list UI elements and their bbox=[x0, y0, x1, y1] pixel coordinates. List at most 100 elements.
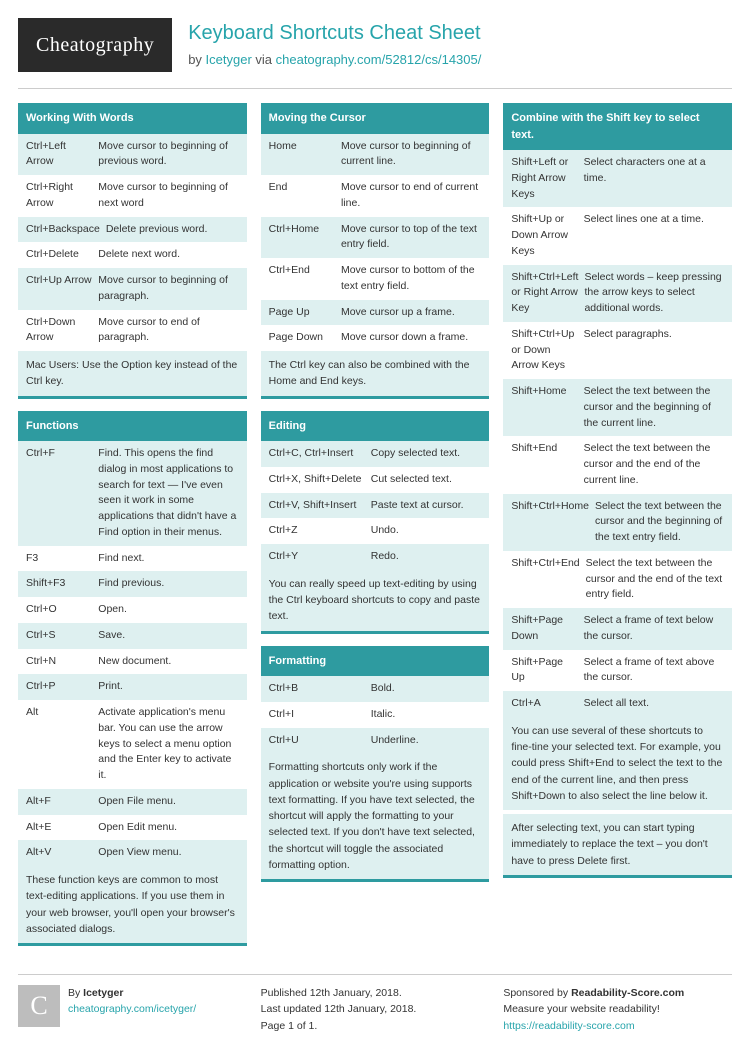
shortcut-key: Ctrl+U bbox=[269, 733, 371, 749]
shortcut-description: Move cursor to top of the text entry fie… bbox=[341, 222, 481, 254]
shortcut-description: Select the text between the cursor and t… bbox=[595, 499, 724, 546]
section-header: Editing bbox=[261, 411, 490, 442]
shortcut-description: Select words – keep pressing the arrow k… bbox=[584, 270, 724, 317]
shortcut-description: Move cursor to beginning of previous wor… bbox=[98, 139, 238, 171]
shortcut-key: Ctrl+O bbox=[26, 602, 98, 618]
shortcut-key: Ctrl+Delete bbox=[26, 247, 98, 263]
sponsor-link[interactable]: https://readability-score.com bbox=[503, 1020, 634, 1032]
table-row: Ctrl+ASelect all text. bbox=[503, 691, 732, 717]
author-profile-link[interactable]: cheatography.com/icetyger/ bbox=[68, 1003, 196, 1015]
sponsor-tagline: Measure your website readability! bbox=[503, 1001, 732, 1017]
table-row: Ctrl+Up ArrowMove cursor to beginning of… bbox=[18, 268, 247, 310]
shortcut-key: Page Up bbox=[269, 305, 341, 321]
section-formatting: Formatting Ctrl+BBold.Ctrl+IItalic.Ctrl+… bbox=[261, 646, 490, 883]
shortcut-key: Shift+Home bbox=[511, 384, 583, 431]
table-row: Shift+Page DownSelect a frame of text be… bbox=[503, 608, 732, 650]
table-row: Ctrl+BackspaceDelete previous word. bbox=[18, 217, 247, 243]
shortcut-key: Alt+E bbox=[26, 820, 98, 836]
shortcut-description: Bold. bbox=[371, 681, 482, 697]
table-row: Ctrl+Down ArrowMove cursor to end of par… bbox=[18, 310, 247, 352]
logo: Cheatography bbox=[18, 18, 172, 72]
section-header: Functions bbox=[18, 411, 247, 442]
shortcut-key: Ctrl+S bbox=[26, 628, 98, 644]
shortcut-key: Ctrl+X, Shift+Delete bbox=[269, 472, 371, 488]
shortcut-description: Delete previous word. bbox=[106, 222, 239, 238]
shortcut-key: Ctrl+Y bbox=[269, 549, 371, 565]
shortcut-description: Select the text between the cursor and t… bbox=[586, 556, 724, 603]
shortcut-key: Ctrl+A bbox=[511, 696, 583, 712]
shortcut-key: Ctrl+C, Ctrl+Insert bbox=[269, 446, 371, 462]
shortcut-key: Ctrl+I bbox=[269, 707, 371, 723]
sponsor-name: Readability-Score.com bbox=[571, 987, 684, 999]
author-link[interactable]: Icetyger bbox=[206, 52, 252, 67]
shortcut-description: Undo. bbox=[371, 523, 482, 539]
section-note: These function keys are common to most t… bbox=[18, 866, 247, 943]
shortcut-key: Ctrl+Z bbox=[269, 523, 371, 539]
table-row: Ctrl+Right ArrowMove cursor to beginning… bbox=[18, 175, 247, 217]
table-row: Alt+VOpen View menu. bbox=[18, 840, 247, 866]
shortcut-key: Shift+Ctrl+End bbox=[511, 556, 585, 603]
table-row: Ctrl+IItalic. bbox=[261, 702, 490, 728]
shortcut-description: Open File menu. bbox=[98, 794, 238, 810]
shortcut-key: Ctrl+F bbox=[26, 446, 98, 541]
shortcut-key: Ctrl+Backspace bbox=[26, 222, 106, 238]
table-row: F3Find next. bbox=[18, 546, 247, 572]
shortcut-key: Home bbox=[269, 139, 341, 171]
table-row: Ctrl+SSave. bbox=[18, 623, 247, 649]
shortcut-key: Ctrl+End bbox=[269, 263, 341, 295]
shortcut-description: Move cursor to beginning of paragraph. bbox=[98, 273, 238, 305]
source-url-link[interactable]: cheatography.com/52812/cs/14305/ bbox=[276, 52, 482, 67]
shortcut-description: Select lines one at a time. bbox=[584, 212, 724, 259]
table-row: Ctrl+NNew document. bbox=[18, 649, 247, 675]
by-label: By bbox=[68, 987, 83, 999]
table-row: Ctrl+ZUndo. bbox=[261, 518, 490, 544]
shortcut-key: Alt+V bbox=[26, 845, 98, 861]
shortcut-description: Save. bbox=[98, 628, 238, 644]
section-functions: Functions Ctrl+FFind. This opens the fin… bbox=[18, 411, 247, 947]
shortcut-description: Underline. bbox=[371, 733, 482, 749]
section-note: You can really speed up text-editing by … bbox=[261, 570, 490, 631]
shortcut-key: Ctrl+Down Arrow bbox=[26, 315, 98, 347]
shortcut-description: Find next. bbox=[98, 551, 238, 567]
sponsor-prefix: Sponsored by bbox=[503, 987, 571, 999]
shortcut-description: Select paragraphs. bbox=[584, 327, 724, 374]
shortcut-description: Select a frame of text below the cursor. bbox=[584, 613, 724, 645]
table-row: Ctrl+V, Shift+InsertPaste text at cursor… bbox=[261, 493, 490, 519]
table-row: Ctrl+C, Ctrl+InsertCopy selected text. bbox=[261, 441, 490, 467]
table-row: Shift+Up or Down Arrow KeysSelect lines … bbox=[503, 207, 732, 264]
table-row: Shift+Ctrl+Up or Down Arrow KeysSelect p… bbox=[503, 322, 732, 379]
byline: by Icetyger via cheatography.com/52812/c… bbox=[188, 50, 481, 70]
updated-date: Last updated 12th January, 2018. bbox=[261, 1001, 490, 1017]
section-note: Formatting shortcuts only work if the ap… bbox=[261, 753, 490, 879]
section-header: Moving the Cursor bbox=[261, 103, 490, 134]
footer-author: C By Icetyger cheatography.com/icetyger/ bbox=[18, 985, 247, 1034]
shortcut-key: Alt bbox=[26, 705, 98, 784]
footer-sponsor: Sponsored by Readability-Score.com Measu… bbox=[503, 985, 732, 1034]
shortcut-key: Shift+Ctrl+Left or Right Arrow Key bbox=[511, 270, 584, 317]
shortcut-key: Alt+F bbox=[26, 794, 98, 810]
via-text: via bbox=[252, 52, 276, 67]
table-row: Ctrl+Left ArrowMove cursor to beginning … bbox=[18, 134, 247, 176]
table-row: Shift+EndSelect the text between the cur… bbox=[503, 436, 732, 493]
table-row: Ctrl+DeleteDelete next word. bbox=[18, 242, 247, 268]
table-row: Shift+Ctrl+EndSelect the text between th… bbox=[503, 551, 732, 608]
footer-meta: Published 12th January, 2018. Last updat… bbox=[261, 985, 490, 1034]
shortcut-description: Open. bbox=[98, 602, 238, 618]
table-row: Page DownMove cursor down a frame. bbox=[261, 325, 490, 351]
shortcut-key: Ctrl+V, Shift+Insert bbox=[269, 498, 371, 514]
column-1: Working With Words Ctrl+Left ArrowMove c… bbox=[18, 103, 247, 958]
table-row: Ctrl+BBold. bbox=[261, 676, 490, 702]
table-row: EndMove cursor to end of current line. bbox=[261, 175, 490, 217]
table-row: Ctrl+PPrint. bbox=[18, 674, 247, 700]
shortcut-description: Move cursor down a frame. bbox=[341, 330, 481, 346]
shortcut-key: Shift+Left or Right Arrow Keys bbox=[511, 155, 583, 202]
shortcut-key: Page Down bbox=[269, 330, 341, 346]
divider bbox=[18, 88, 732, 89]
shortcut-key: Ctrl+N bbox=[26, 654, 98, 670]
section-header: Working With Words bbox=[18, 103, 247, 134]
section-note: After selecting text, you can start typi… bbox=[503, 814, 732, 875]
table-row: Ctrl+HomeMove cursor to top of the text … bbox=[261, 217, 490, 259]
section-header: Formatting bbox=[261, 646, 490, 677]
shortcut-key: Ctrl+B bbox=[269, 681, 371, 697]
shortcut-description: Redo. bbox=[371, 549, 482, 565]
